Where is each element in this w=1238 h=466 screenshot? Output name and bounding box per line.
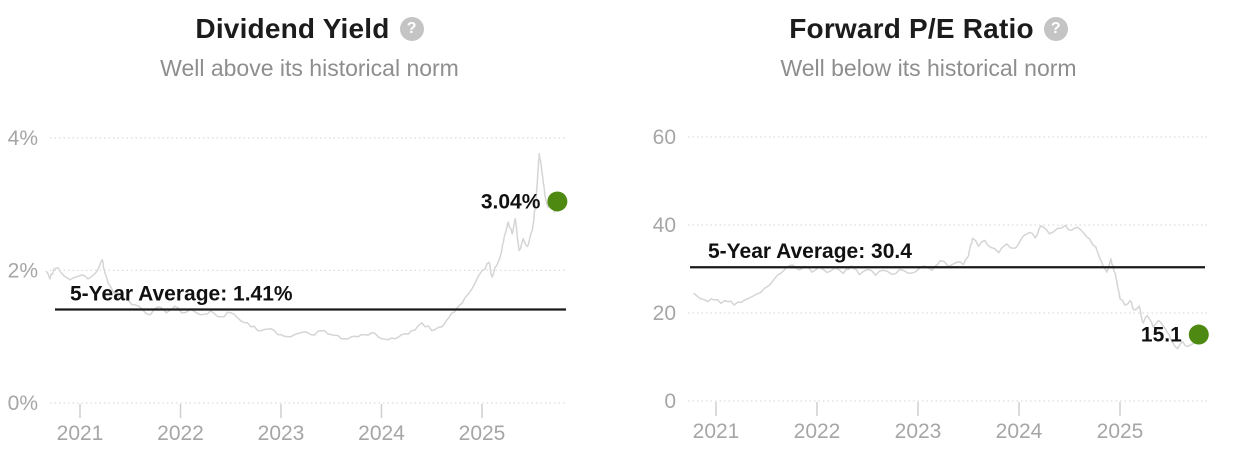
y-axis-label: 4% (8, 127, 38, 150)
current-value-label: 15.1 (1141, 324, 1182, 347)
question-mark-icon[interactable]: ? (399, 17, 424, 41)
chart-subtitle: Well below its historical norm (780, 55, 1077, 81)
y-axis-label: 2% (8, 259, 38, 282)
x-axis-label: 2024 (358, 422, 405, 445)
x-axis-label: 2022 (157, 422, 204, 445)
chart-title: Forward P/E Ratio (789, 13, 1034, 44)
average-label: 5-Year Average: 1.41% (70, 283, 293, 306)
y-axis-label: 0% (8, 392, 38, 415)
chart-header: Forward P/E Ratio ? Well below its histo… (619, 12, 1238, 81)
x-axis-label: 2025 (459, 422, 506, 445)
chart-subtitle: Well above its historical norm (160, 55, 459, 81)
current-value-marker (1188, 324, 1209, 345)
x-axis-label: 2022 (794, 420, 841, 443)
y-axis-label: 60 (653, 126, 676, 149)
x-axis-label: 2021 (57, 422, 104, 445)
current-value-label: 3.04% (481, 190, 541, 213)
chart-panel-dividend-yield: Dividend Yield ? Well above its historic… (0, 12, 619, 445)
chart-header: Dividend Yield ? Well above its historic… (0, 12, 619, 81)
dividend-yield-plot: 0% 2% 4% 2021 2022 2023 2024 2025 5-Year Average… (8, 127, 568, 445)
series-line (45, 152, 559, 341)
average-label: 5-Year Average: 30.4 (708, 240, 912, 263)
x-axis-label: 2023 (895, 420, 942, 443)
question-mark-icon[interactable]: ? (1043, 17, 1068, 41)
y-axis-label: 20 (653, 302, 676, 325)
x-axis-label: 2024 (996, 420, 1043, 443)
forward-pe-plot: 0 20 40 60 2021 2022 2023 2024 2025 5-Year Averag… (653, 126, 1210, 443)
x-axis-label: 2025 (1097, 420, 1144, 443)
x-axis-label: 2023 (258, 422, 305, 445)
y-axis-label: 0 (664, 390, 676, 413)
x-axis-label: 2021 (693, 420, 740, 443)
chart-title: Dividend Yield (195, 13, 390, 44)
current-value-marker (547, 191, 568, 212)
chart-panel-forward-pe: Forward P/E Ratio ? Well below its histo… (619, 0, 1238, 466)
y-axis-label: 40 (653, 214, 676, 237)
